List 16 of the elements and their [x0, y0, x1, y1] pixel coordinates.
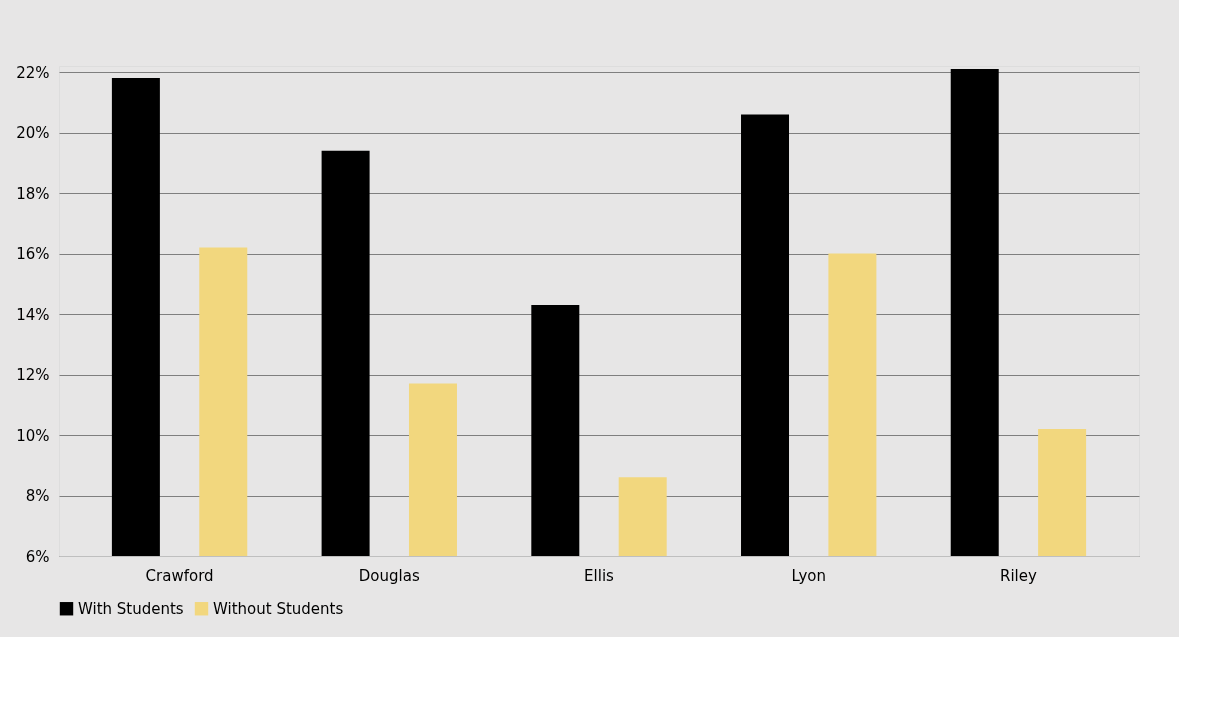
- x-tick-label: Crawford: [145, 566, 214, 585]
- x-tick-label: Douglas: [358, 566, 420, 585]
- y-tick-label: 14%: [16, 305, 50, 324]
- y-tick-label: 20%: [16, 124, 50, 143]
- x-tick-label: Ellis: [584, 566, 615, 585]
- x-tick-label: Riley: [999, 566, 1037, 585]
- x-tick-label: Lyon: [791, 566, 826, 585]
- legend-label: With Students: [78, 599, 184, 618]
- y-tick-label: 16%: [16, 245, 50, 264]
- y-tick-label: 18%: [16, 184, 50, 203]
- y-tick-label: 10%: [16, 426, 50, 445]
- y-tick-label: 8%: [25, 487, 50, 506]
- y-tick-label: 6%: [25, 547, 50, 566]
- y-tick-label: 12%: [16, 366, 50, 385]
- legend-label: Without Students: [213, 599, 344, 618]
- y-tick-label: 22%: [16, 63, 50, 82]
